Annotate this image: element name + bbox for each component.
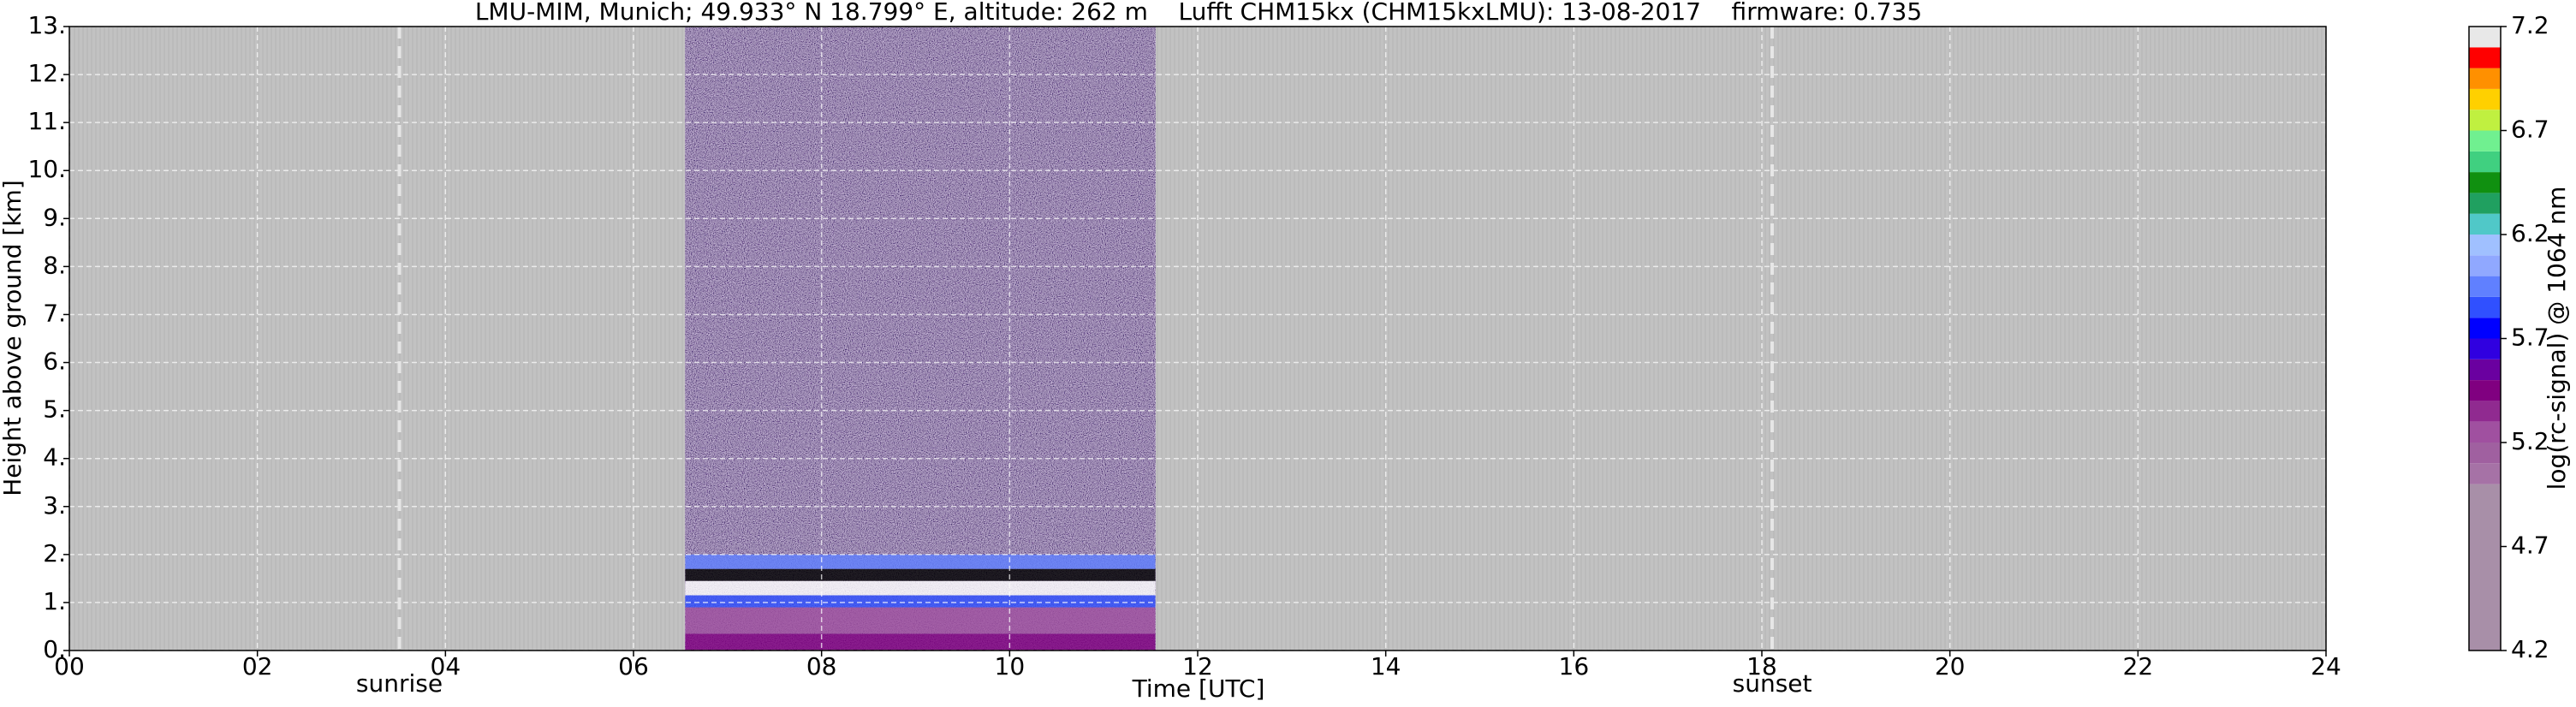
signal-layer bbox=[685, 568, 1156, 581]
colorbar-segment bbox=[2469, 338, 2501, 359]
annotation-label: sunset bbox=[1733, 669, 1812, 698]
signal-layer bbox=[685, 580, 1156, 596]
colorbar-segment bbox=[2469, 484, 2501, 651]
x-tick-label: 24 bbox=[2311, 652, 2341, 680]
y-tick-label: 2. bbox=[43, 539, 66, 567]
colorbar-label: log(rc-signal) @ 1064 nm bbox=[2543, 187, 2571, 490]
annotation-label: sunrise bbox=[356, 669, 443, 698]
y-tick-label: 7. bbox=[43, 299, 66, 327]
x-tick-label: 16 bbox=[1559, 652, 1590, 680]
y-tick-label: 8. bbox=[43, 251, 66, 279]
y-tick-label: 4. bbox=[43, 443, 66, 472]
colorbar-segment bbox=[2469, 318, 2501, 339]
signal-layer bbox=[685, 607, 1156, 634]
colorbar-segment bbox=[2469, 151, 2501, 173]
x-tick-label: 22 bbox=[2123, 652, 2154, 680]
data-noise bbox=[685, 27, 1156, 651]
x-tick-label: 12 bbox=[1182, 652, 1213, 680]
signal-layer bbox=[685, 554, 1156, 569]
colorbar-segment bbox=[2469, 110, 2501, 131]
colorbar-segment bbox=[2469, 88, 2501, 110]
colorbar-segment bbox=[2469, 443, 2501, 464]
colorbar-tick-label: 6.2 bbox=[2511, 219, 2549, 247]
colorbar-segment bbox=[2469, 47, 2501, 68]
x-tick-label: 06 bbox=[618, 652, 649, 680]
colorbar-segment bbox=[2469, 296, 2501, 318]
x-tick-label: 18 bbox=[1746, 652, 1777, 680]
colorbar-segment bbox=[2469, 421, 2501, 443]
x-tick-label: 10 bbox=[995, 652, 1026, 680]
y-tick-label: 12. bbox=[27, 59, 66, 87]
colorbar-segment bbox=[2469, 213, 2501, 235]
chart-title: LMU-MIM, Munich; 49.933° N 18.799° E, al… bbox=[475, 0, 1922, 26]
colorbar-segment bbox=[2469, 68, 2501, 89]
colorbar-tick-label: 5.7 bbox=[2511, 324, 2549, 352]
x-tick-label: 08 bbox=[806, 652, 837, 680]
y-tick-label: 1. bbox=[43, 587, 66, 615]
colorbar-tick-label: 4.2 bbox=[2511, 635, 2549, 663]
y-tick-label: 6. bbox=[43, 348, 66, 376]
x-tick-label: 00 bbox=[54, 652, 85, 680]
x-tick-label: 04 bbox=[431, 652, 461, 680]
colorbar-segment bbox=[2469, 27, 2501, 48]
colorbar-segment bbox=[2469, 359, 2501, 381]
colorbar-segment bbox=[2469, 380, 2501, 401]
y-tick-label: 0. bbox=[43, 635, 66, 663]
colorbar-tick-label: 6.7 bbox=[2511, 116, 2549, 144]
x-tick-label: 14 bbox=[1371, 652, 1401, 680]
y-tick-label: 13. bbox=[27, 11, 66, 39]
signal-layer bbox=[685, 595, 1156, 608]
colorbar-segment bbox=[2469, 235, 2501, 256]
colorbar-segment bbox=[2469, 255, 2501, 276]
y-axis-label: Height above ground [km] bbox=[0, 180, 27, 496]
colorbar-tick-label: 4.7 bbox=[2511, 532, 2549, 560]
signal-layer bbox=[685, 633, 1156, 651]
y-tick-label: 10. bbox=[27, 155, 66, 183]
colorbar-segment bbox=[2469, 130, 2501, 152]
colorbar-segment bbox=[2469, 193, 2501, 214]
y-tick-label: 3. bbox=[43, 491, 66, 520]
colorbar-segment bbox=[2469, 172, 2501, 193]
plot-area bbox=[69, 27, 2326, 651]
y-tick-label: 11. bbox=[27, 107, 66, 135]
colorbar-tick-label: 5.2 bbox=[2511, 427, 2549, 455]
x-axis-label: Time [UTC] bbox=[1132, 674, 1265, 703]
colorbar-segment bbox=[2469, 401, 2501, 422]
y-tick-label: 9. bbox=[43, 203, 66, 231]
colorbar-segment bbox=[2469, 463, 2501, 484]
x-tick-label: 02 bbox=[242, 652, 273, 680]
y-tick-label: 5. bbox=[43, 395, 66, 424]
colorbar-segment bbox=[2469, 276, 2501, 297]
x-tick-label: 20 bbox=[1935, 652, 1966, 680]
colorbar-tick-label: 7.2 bbox=[2511, 11, 2549, 39]
